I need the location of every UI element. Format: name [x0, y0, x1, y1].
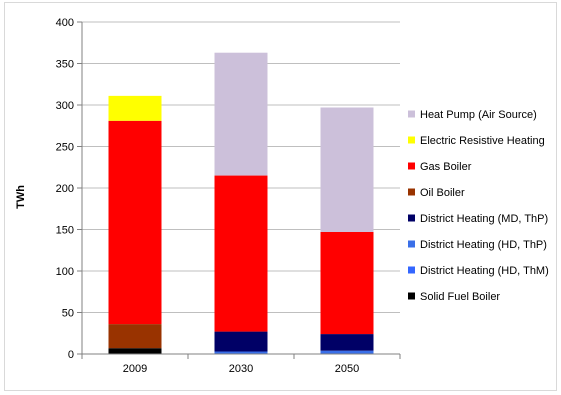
legend-label: Oil Boiler	[420, 187, 465, 199]
legend-label: Gas Boiler	[420, 161, 472, 173]
bar-segment-gas-boiler	[214, 175, 268, 332]
legend: Heat Pump (Air Source) Electric Resistive…	[408, 109, 549, 303]
y-tick-label: 50	[62, 308, 74, 320]
bar-segment-oil-boiler	[108, 324, 162, 349]
legend-swatch	[408, 162, 415, 170]
x-tick-label: 2009	[123, 363, 147, 375]
y-tick-label: 150	[56, 225, 74, 237]
legend-swatch	[408, 188, 415, 196]
x-tick-label: 2050	[335, 363, 359, 375]
y-tick-label: 200	[56, 183, 74, 195]
legend-label: Heat Pump (Air Source)	[420, 109, 537, 121]
bar-segment-district-heating-md-thp	[320, 334, 374, 351]
legend-label: District Heating (HD, ThP)	[420, 239, 547, 251]
legend-swatch	[408, 240, 415, 248]
y-tick-label: 100	[56, 266, 74, 278]
bar-segment-district-heating-hd-thp	[320, 350, 374, 354]
legend-swatch	[408, 266, 415, 274]
bar-segment-gas-boiler	[320, 231, 374, 335]
bar-segment-solid-fuel-boiler	[108, 348, 162, 354]
y-tick-label: 250	[56, 142, 74, 154]
x-tick-label: 2030	[229, 363, 253, 375]
bars	[108, 52, 374, 354]
bar-segment-electric-resistive-heating	[108, 95, 162, 121]
bar-segment-district-heating-hd-thp	[214, 351, 268, 354]
legend-swatch	[408, 110, 415, 118]
axes: 0 50 100 150 200 250 300 350 400 2009 2030 2050	[56, 17, 401, 375]
chart-frame	[4, 2, 557, 391]
y-tick-label: 300	[56, 100, 74, 112]
y-tick-label: 350	[56, 59, 74, 71]
legend-swatch	[408, 292, 415, 300]
legend-label: District Heating (MD, ThP)	[420, 213, 548, 225]
legend-label: Solid Fuel Boiler	[420, 291, 500, 303]
bar-segment-gas-boiler	[108, 120, 162, 325]
legend-label: District Heating (HD, ThM)	[420, 265, 549, 277]
y-tick-label: 0	[68, 349, 74, 361]
bar-segment-heat-pump-air-source	[214, 52, 268, 176]
y-axis-label: TWh	[15, 185, 27, 209]
legend-swatch	[408, 214, 415, 222]
bar-segment-heat-pump-air-source	[320, 107, 374, 232]
y-tick-label: 400	[56, 17, 74, 29]
legend-label: Electric Resistive Heating	[420, 135, 545, 147]
legend-swatch	[408, 136, 415, 144]
bar-segment-district-heating-md-thp	[214, 331, 268, 352]
